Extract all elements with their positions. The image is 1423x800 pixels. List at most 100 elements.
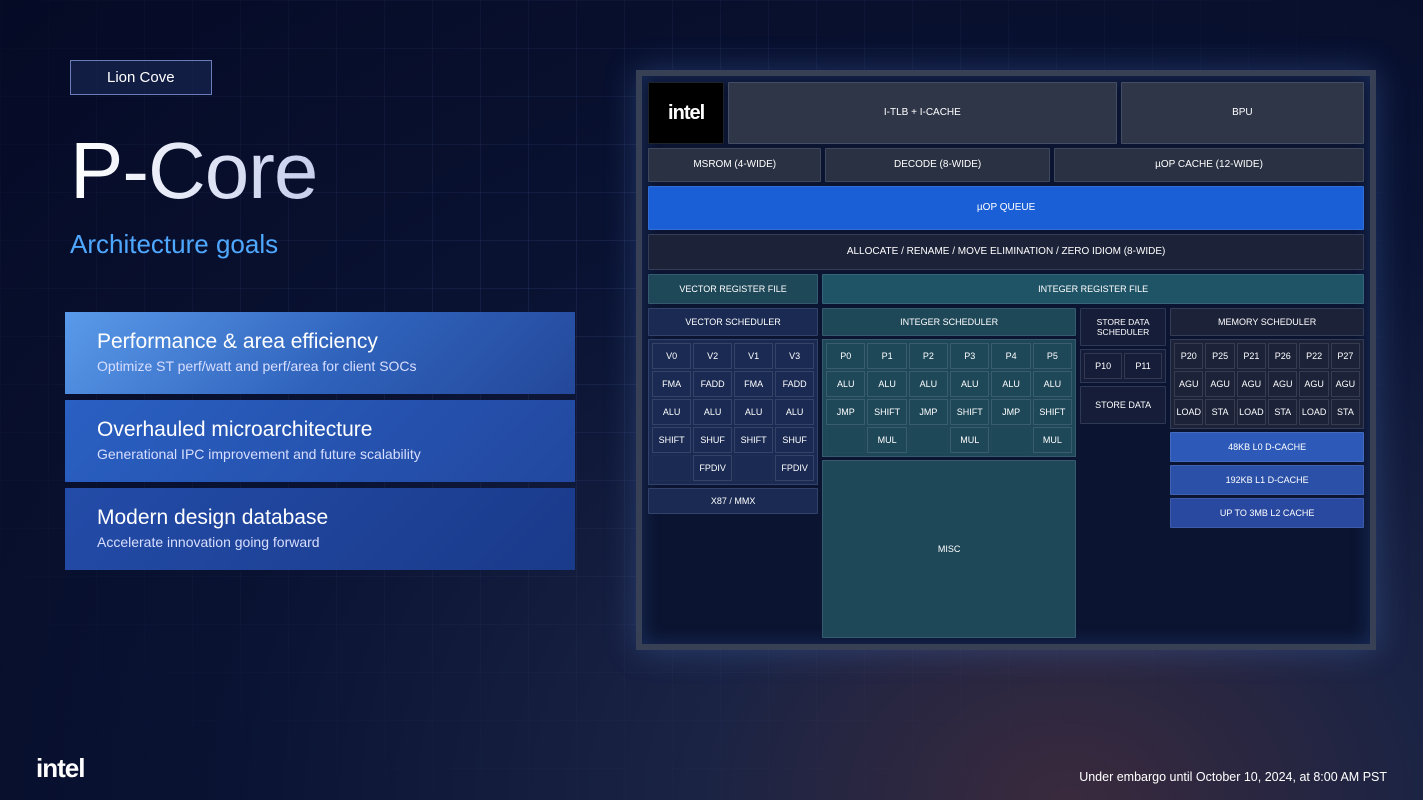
footer-intel-logo: intel <box>36 753 84 784</box>
goals-list: Performance & area efficiency Optimize S… <box>65 312 575 570</box>
intel-logo-box: intel <box>648 82 724 144</box>
footer: intel Under embargo until October 10, 20… <box>0 753 1423 784</box>
block-itlb-icache: I-TLB + I-CACHE <box>728 82 1116 144</box>
port-cell: FPDIV <box>775 455 814 481</box>
port-cell: JMP <box>991 399 1030 425</box>
port-cell: P22 <box>1299 343 1328 369</box>
badge-lion-cove: Lion Cove <box>70 60 212 95</box>
block-uopcache: µOP CACHE (12-WIDE) <box>1054 148 1364 182</box>
goal-sub: Optimize ST perf/watt and perf/area for … <box>97 358 547 374</box>
vector-ports: V0V2V1V3FMAFADDFMAFADDALUALUALUALUSHIFTS… <box>648 339 818 485</box>
port-cell: ALU <box>652 399 691 425</box>
goal-heading: Overhauled microarchitecture <box>97 418 547 442</box>
goal-sub: Accelerate innovation going forward <box>97 534 547 550</box>
port-cell: ALU <box>867 371 906 397</box>
port-cell: FPDIV <box>693 455 732 481</box>
block-allocate-rename: ALLOCATE / RENAME / MOVE ELIMINATION / Z… <box>648 234 1364 270</box>
slide: Lion Cove P-Core Architecture goals Perf… <box>0 0 1423 800</box>
port-cell: AGU <box>1299 371 1328 397</box>
slide-subtitle: Architecture goals <box>70 229 586 260</box>
port-cell: V3 <box>775 343 814 369</box>
block-misc: MISC <box>822 460 1076 638</box>
port-cell: AGU <box>1268 371 1297 397</box>
port-cell: ALU <box>734 399 773 425</box>
port-cell: V2 <box>693 343 732 369</box>
port-cell: P21 <box>1237 343 1266 369</box>
port-cell: SHIFT <box>652 427 691 453</box>
memory-ports: P20P25P21P26P22P27AGUAGUAGUAGUAGUAGULOAD… <box>1170 339 1364 429</box>
port-cell: STA <box>1205 399 1234 425</box>
block-storedata: STORE DATA <box>1080 386 1166 424</box>
port-cell <box>909 427 948 453</box>
port-cell: ALU <box>1033 371 1072 397</box>
goal-item: Overhauled microarchitecture Generationa… <box>65 400 575 482</box>
port-cell: ALU <box>693 399 732 425</box>
port-cell: P4 <box>991 343 1030 369</box>
embargo-text: Under embargo until October 10, 2024, at… <box>1079 770 1387 784</box>
port-cell: P27 <box>1331 343 1360 369</box>
block-l2-cache: UP TO 3MB L2 CACHE <box>1170 498 1364 528</box>
goal-item: Modern design database Accelerate innova… <box>65 488 575 570</box>
port-cell: FADD <box>693 371 732 397</box>
port-cell: V0 <box>652 343 691 369</box>
port-cell: P5 <box>1033 343 1072 369</box>
port-cell: P11 <box>1124 353 1162 379</box>
port-cell: MUL <box>950 427 989 453</box>
goal-heading: Performance & area efficiency <box>97 330 547 354</box>
slide-title: P-Core <box>70 125 586 217</box>
port-cell: P2 <box>909 343 948 369</box>
port-cell: STA <box>1268 399 1297 425</box>
port-cell <box>991 427 1030 453</box>
port-cell: JMP <box>909 399 948 425</box>
port-cell: SHIFT <box>734 427 773 453</box>
block-l0-dcache: 48KB L0 D-CACHE <box>1170 432 1364 462</box>
port-cell: FMA <box>734 371 773 397</box>
block-bpu: BPU <box>1121 82 1365 144</box>
port-cell: P26 <box>1268 343 1297 369</box>
port-cell: ALU <box>991 371 1030 397</box>
block-mem-scheduler: MEMORY SCHEDULER <box>1170 308 1364 336</box>
block-msrom: MSROM (4-WIDE) <box>648 148 821 182</box>
port-cell: FADD <box>775 371 814 397</box>
port-cell: ALU <box>826 371 865 397</box>
port-cell <box>826 427 865 453</box>
port-cell: JMP <box>826 399 865 425</box>
block-diagram: intel I-TLB + I-CACHE BPU MSROM (4-WIDE)… <box>636 70 1376 650</box>
block-decode: DECODE (8-WIDE) <box>825 148 1050 182</box>
port-cell: AGU <box>1205 371 1234 397</box>
right-panel: intel I-TLB + I-CACHE BPU MSROM (4-WIDE)… <box>626 0 1423 800</box>
port-cell: LOAD <box>1299 399 1328 425</box>
goal-heading: Modern design database <box>97 506 547 530</box>
port-cell: MUL <box>867 427 906 453</box>
port-cell: AGU <box>1331 371 1360 397</box>
port-cell: AGU <box>1174 371 1203 397</box>
port-cell: P25 <box>1205 343 1234 369</box>
port-cell: P1 <box>867 343 906 369</box>
port-cell: LOAD <box>1237 399 1266 425</box>
block-uop-queue: µOP QUEUE <box>648 186 1364 230</box>
port-cell: P3 <box>950 343 989 369</box>
port-cell <box>652 455 691 481</box>
port-cell <box>734 455 773 481</box>
integer-ports: P0P1P2P3P4P5ALUALUALUALUALUALUJMPSHIFTJM… <box>822 339 1076 457</box>
port-cell: SHUF <box>693 427 732 453</box>
port-cell: LOAD <box>1174 399 1203 425</box>
block-int-regfile: INTEGER REGISTER FILE <box>822 274 1364 304</box>
port-cell: ALU <box>950 371 989 397</box>
goal-sub: Generational IPC improvement and future … <box>97 446 547 462</box>
block-int-scheduler: INTEGER SCHEDULER <box>822 308 1076 336</box>
port-cell: P0 <box>826 343 865 369</box>
left-panel: Lion Cove P-Core Architecture goals Perf… <box>0 0 626 800</box>
port-cell: SHIFT <box>867 399 906 425</box>
block-l1-dcache: 192KB L1 D-CACHE <box>1170 465 1364 495</box>
block-vec-scheduler: VECTOR SCHEDULER <box>648 308 818 336</box>
port-cell: ALU <box>775 399 814 425</box>
port-cell: ALU <box>909 371 948 397</box>
goal-item: Performance & area efficiency Optimize S… <box>65 312 575 394</box>
storedata-ports: P10P11 <box>1080 349 1166 383</box>
port-cell: SHUF <box>775 427 814 453</box>
port-cell: SHIFT <box>1033 399 1072 425</box>
port-cell: V1 <box>734 343 773 369</box>
port-cell: SHIFT <box>950 399 989 425</box>
port-cell: MUL <box>1033 427 1072 453</box>
